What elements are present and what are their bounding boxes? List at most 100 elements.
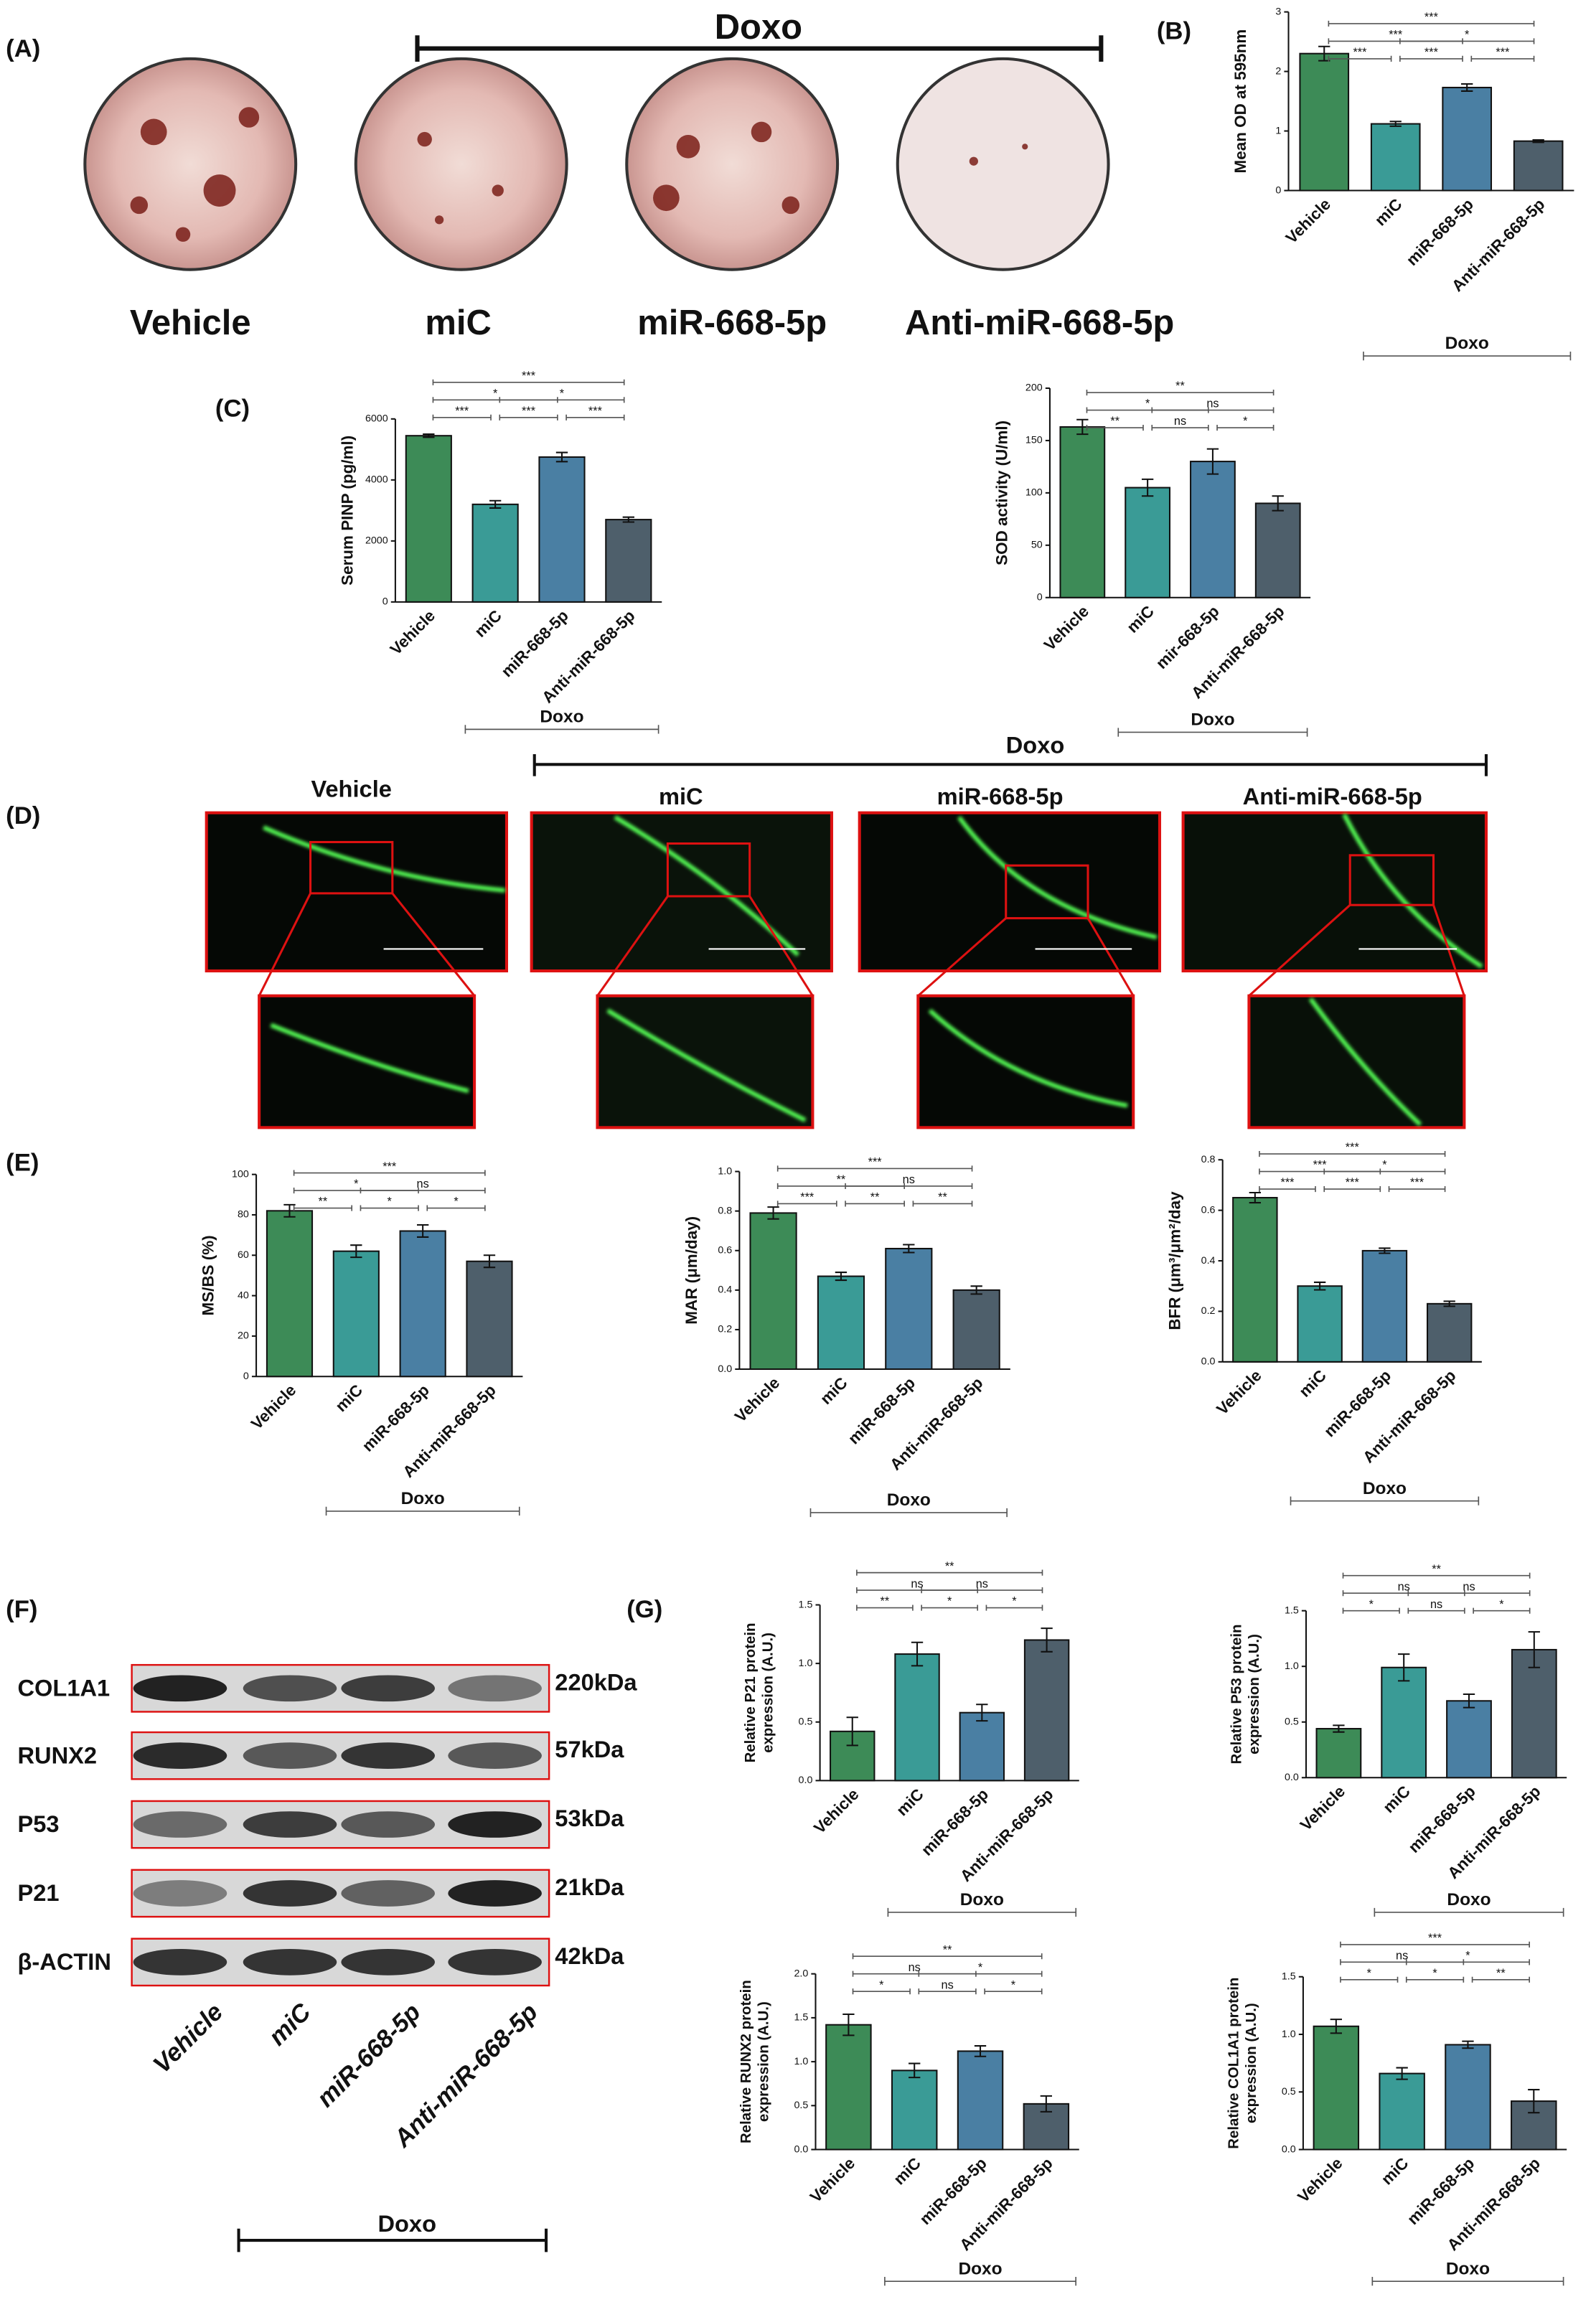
panel-a: Doxo Vehicle miC miR-668-5p Anti-miR-668… <box>83 8 1174 342</box>
error-bar <box>1040 2095 1053 2113</box>
x-tick-label: miR-668-5p <box>1403 195 1477 269</box>
bar-chart: 0 50 100 150 200 SOD activity (U/ml) Vehicle mi… <box>993 380 1311 737</box>
sample-label: miC <box>659 783 703 809</box>
error-bar <box>1141 478 1154 497</box>
x-tick-label: miC <box>332 1381 367 1416</box>
y-tick-label: 80 <box>238 1209 249 1221</box>
bar <box>891 2070 938 2151</box>
error-bar <box>1330 2019 1342 2034</box>
bar <box>1370 123 1421 192</box>
significance-label: * <box>1465 1950 1470 1963</box>
y-tick-label: 0 <box>243 1371 249 1382</box>
significance-label: ns <box>1398 1580 1410 1593</box>
y-tick-label: 200 <box>1025 382 1043 394</box>
bar <box>1445 2044 1491 2151</box>
fluorescence-images <box>205 811 1488 1129</box>
x-tick-label: miC <box>1378 2154 1412 2189</box>
y-tick-label: 0 <box>382 596 388 608</box>
sample-label: miR-668-5p <box>637 304 827 342</box>
comparison-caps <box>1340 1976 1399 1983</box>
comparison-caps <box>1086 390 1275 396</box>
protein-label: P53 <box>17 1810 59 1837</box>
significance-label: * <box>454 1195 459 1208</box>
bar <box>1446 1700 1492 1779</box>
x-tick-label: miC <box>1295 1366 1330 1401</box>
sample-label: Vehicle <box>130 304 251 342</box>
y-tick-label: 1.0 <box>794 2056 808 2067</box>
comparison-caps <box>293 1170 486 1176</box>
comparison-caps <box>1216 424 1275 431</box>
y-axis-label: Relative RUNX2 protein <box>738 1980 754 2143</box>
error-bar <box>909 2062 921 2079</box>
sample-label: Vehicle <box>311 776 391 802</box>
significance-label: *** <box>1313 1159 1328 1172</box>
comparison-caps <box>984 1988 1043 1995</box>
group-label: Doxo <box>1447 1890 1491 1909</box>
comparison-caps <box>1473 1607 1531 1614</box>
group-bracket <box>809 1508 1008 1518</box>
y-axis-label: MS/BS (%) <box>200 1235 217 1315</box>
group-label: Doxo <box>401 1489 445 1508</box>
bar <box>1059 426 1106 598</box>
y-tick-label: 100 <box>1025 487 1043 499</box>
group-bracket <box>415 35 1104 62</box>
error-bar <box>489 499 502 509</box>
error-bar <box>911 1641 924 1667</box>
y-axis-label: Relative P21 protein <box>743 1622 759 1762</box>
x-tick-label: miC <box>471 606 505 641</box>
blot-band <box>341 1742 435 1770</box>
group-label: Doxo <box>960 1890 1004 1909</box>
blot-band <box>133 1949 227 1976</box>
error-bar <box>1443 1300 1455 1307</box>
bar <box>825 2024 872 2151</box>
error-bar <box>1532 138 1544 144</box>
group-bracket <box>325 1506 520 1516</box>
bar <box>332 1250 380 1378</box>
bar <box>749 1212 797 1371</box>
error-bar <box>1463 1693 1475 1709</box>
bar <box>1299 52 1350 192</box>
y-tick-label: 1.0 <box>1285 1660 1299 1672</box>
significance-label: ns <box>976 1577 988 1590</box>
comparison-caps <box>1399 55 1463 62</box>
significance-label: * <box>947 1595 952 1608</box>
significance-label: * <box>1382 1159 1387 1172</box>
significance-label: ns <box>1206 398 1219 410</box>
comparison-caps <box>845 1183 973 1190</box>
error-bar <box>1528 2089 1540 2114</box>
bar <box>1254 502 1301 598</box>
error-bar <box>283 1203 296 1218</box>
comparison-caps <box>852 1953 1043 1960</box>
significance-label: ** <box>837 1173 846 1186</box>
significance-label: ** <box>945 1560 954 1573</box>
error-bar <box>1206 448 1219 475</box>
y-tick-label: 4000 <box>365 474 388 486</box>
x-tick-label: mir-668-5p <box>1153 602 1223 672</box>
blot-band <box>243 1949 337 1976</box>
significance-label: *** <box>522 370 536 382</box>
zoom-boxes <box>258 840 1465 997</box>
significance-label: * <box>354 1178 359 1190</box>
y-tick-label: 1.5 <box>794 2012 808 2024</box>
significance-label: * <box>1243 415 1248 428</box>
comparison-caps <box>1342 1607 1400 1614</box>
bar <box>1315 1728 1362 1779</box>
significance-label: ns <box>909 1961 921 1974</box>
group-bracket <box>884 2277 1076 2286</box>
group-label: Doxo <box>887 1490 931 1510</box>
comparison-caps <box>499 414 558 421</box>
x-tick-label: Vehicle <box>731 1373 783 1425</box>
error-bar <box>1076 418 1089 436</box>
y-axis-label: MAR (μm/day) <box>682 1216 700 1325</box>
comparison-caps <box>985 1605 1043 1611</box>
y-tick-label: 0.6 <box>718 1245 732 1256</box>
error-bar <box>767 1206 779 1220</box>
significance-label: ns <box>1430 1598 1442 1611</box>
y-tick-label: 0.0 <box>1282 2143 1296 2155</box>
size-label: 42kDa <box>555 1942 624 1969</box>
comparison-caps <box>856 1569 1043 1576</box>
group-bracket <box>1117 728 1308 737</box>
y-tick-label: 0 <box>1037 592 1043 603</box>
bar-chart: 0 1 2 3 Mean OD at 595nm Vehicle miCmiR-668-5p… <box>1231 6 1574 361</box>
